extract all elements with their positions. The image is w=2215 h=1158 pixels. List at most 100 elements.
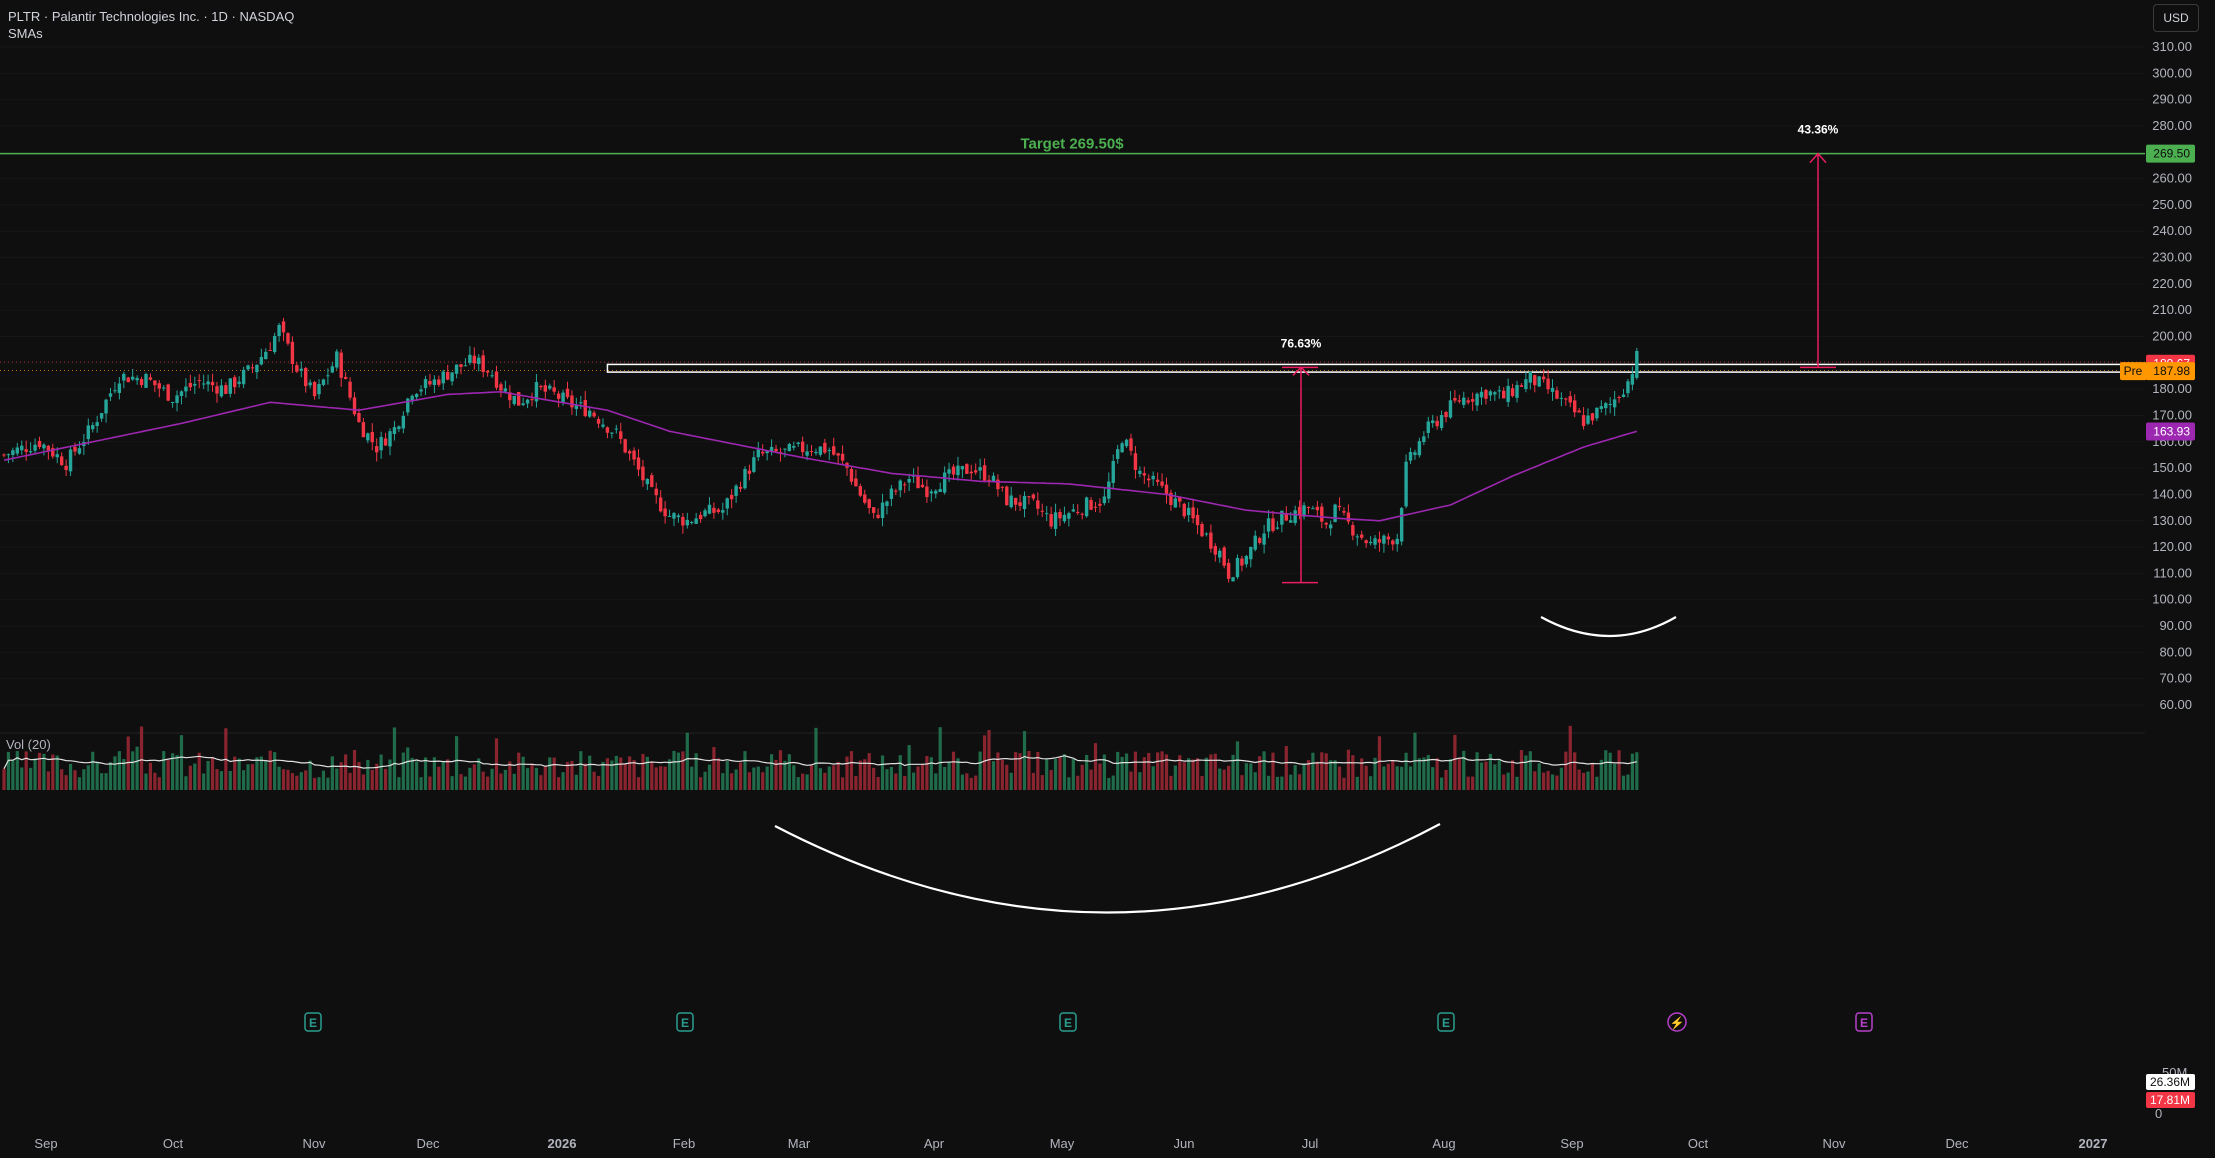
volume-bar [273,752,277,790]
event-marker[interactable]: ⚡ [1670,1016,1685,1030]
volume-bar [1528,751,1532,790]
volume-bar [1076,775,1080,790]
currency-button[interactable]: USD [2153,4,2199,32]
candle-body [419,389,423,392]
candle-body [1218,550,1222,558]
candle-body [343,376,348,379]
candle-body [863,494,867,503]
candle-body [1630,374,1635,385]
candle-body [481,355,485,372]
volume-bar [1124,753,1129,790]
volume-bar [1093,743,1098,790]
symbol-title[interactable]: PLTR · Palantir Technologies Inc. · 1D ·… [8,9,295,24]
candle-body [1151,475,1155,480]
volume-bar [454,736,459,790]
volume-bar [1524,755,1528,790]
volume-bar [1058,757,1062,790]
volume-bar [348,772,352,790]
price-tick-label: 280.00 [2152,118,2192,133]
event-marker[interactable]: E [1860,1016,1868,1030]
volume-bar [734,769,738,790]
volume-bar [1053,758,1058,790]
price-tick-label: 310.00 [2152,39,2192,54]
candle-body [667,515,672,517]
candle-body [1466,400,1470,403]
pre-badge: Pre [2124,364,2143,378]
candle-body [832,446,836,455]
volume-bar [1391,759,1395,790]
volume-bar [1444,769,1448,790]
candle-body [179,391,184,396]
candle-body [246,365,250,370]
drawings[interactable]: 76.63% 43.36% [774,123,1839,914]
candle-body [1635,350,1639,378]
candle-body [1510,388,1515,397]
volume-bar [632,760,636,790]
candle-body [623,439,627,453]
event-marker[interactable]: E [1442,1016,1450,1030]
price-tick-label: 240.00 [2152,223,2192,238]
volume-bar [1604,750,1608,790]
candle-body [1005,486,1009,506]
price-tick-label: 110.00 [2153,565,2192,580]
candle-body [761,451,765,454]
candle-body [601,424,605,427]
price-tick-label: 300.00 [2152,65,2192,80]
volume-bar [610,760,614,790]
volume-bar [139,726,144,790]
volume-bar [1351,755,1355,790]
candle-body [348,381,352,398]
volume-bar [237,758,241,790]
volume-bar [579,751,583,790]
candle-body [530,399,534,401]
event-marker[interactable]: E [309,1016,317,1030]
volume-bar [1386,763,1390,790]
time-tick-label: Oct [163,1136,184,1151]
candle-body [401,415,406,429]
event-marker[interactable]: E [681,1016,689,1030]
price-tick-label: 100.00 [2152,592,2192,607]
volume-bar [801,773,805,790]
candle-body [1076,511,1080,513]
volume-bar [1613,763,1617,790]
candle-body [1022,495,1027,510]
volume-bar [854,776,858,790]
candle-body [335,351,339,368]
candle-body [725,498,729,509]
volume-bar [845,756,849,790]
candle-body [11,450,15,455]
candle-body [170,402,175,404]
indicator-label[interactable]: SMAs [8,26,43,41]
event-markers[interactable]: E E E E ⚡ E [304,1012,1873,1032]
candle-body [42,444,46,449]
volume-bar [699,777,703,790]
candle-body [472,355,477,364]
candle-body [614,428,619,430]
volume-bar [108,762,113,790]
volume-bar [574,774,578,790]
candle-body [605,427,610,433]
volume-bar [68,763,73,790]
volume-bar [304,770,308,790]
volume-bar [978,751,982,790]
candle-body [1182,503,1186,517]
candle-body [1169,492,1173,505]
candle-body [299,368,303,371]
volume-bar [1018,753,1022,790]
candle-body [86,425,91,440]
candle-body [658,497,663,512]
candle-body [228,378,232,394]
volume-bar [1368,776,1373,790]
candle-body [1191,507,1195,519]
sma-price-tag: 163.93 [2153,424,2190,438]
event-marker[interactable]: E [1064,1016,1072,1030]
handle-curve [1540,616,1677,637]
candle-body [1333,504,1337,523]
candle-body [1213,546,1218,555]
candle-body [894,490,898,492]
candle-body [1386,536,1391,540]
candle-body [406,398,410,413]
volume-bar [410,757,414,790]
volume-bar [1116,751,1120,790]
